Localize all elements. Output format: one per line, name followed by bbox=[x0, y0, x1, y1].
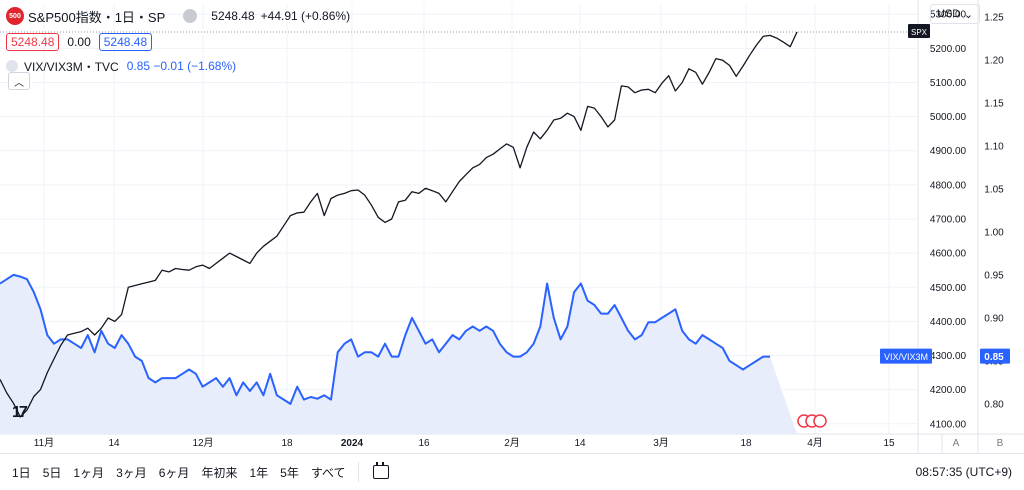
x-axis-tick: 14 bbox=[108, 438, 120, 449]
spx-tag-label: SPX bbox=[911, 28, 928, 37]
range-all-button[interactable]: すべて bbox=[310, 465, 346, 480]
right-axis-tick: 0.80 bbox=[984, 399, 1004, 410]
chevron-up-icon: ︿ bbox=[14, 77, 24, 89]
auto-scale-button: A bbox=[953, 438, 960, 449]
vix-ratio-line[interactable] bbox=[0, 273, 770, 405]
x-axis-tick: 2024 bbox=[341, 438, 364, 449]
price-change: +44.91 (+0.86%) bbox=[260, 9, 351, 23]
currency-selector[interactable]: USD ⌄ bbox=[930, 4, 980, 24]
compare-symbol-name[interactable]: VIX/VIX3M・TVC bbox=[24, 59, 119, 74]
left-axis-tick: 4700.00 bbox=[930, 215, 967, 226]
tradingview-logo: 17 bbox=[12, 404, 28, 421]
x-axis-tick: 12月 bbox=[192, 437, 213, 449]
visibility-icon[interactable] bbox=[183, 9, 198, 23]
left-axis-tick: 5000.00 bbox=[930, 112, 967, 123]
ask-price[interactable]: 5248.48 bbox=[98, 33, 153, 51]
compare-symbol-values: 0.85 −0.01 (−1.68%) bbox=[126, 59, 237, 73]
left-axis-tick: 4500.00 bbox=[930, 283, 967, 294]
x-axis-tick: 2月 bbox=[504, 437, 520, 449]
range-ytd-button[interactable]: 年初来 bbox=[201, 465, 238, 480]
compare-visibility-icon[interactable] bbox=[6, 60, 18, 72]
left-axis-tick: 4900.00 bbox=[930, 146, 967, 157]
vix-name-tag bbox=[880, 348, 932, 364]
spx-price-line[interactable] bbox=[0, 31, 798, 418]
left-axis-tick: 5100.00 bbox=[930, 78, 967, 89]
x-axis-tick: 18 bbox=[740, 438, 752, 449]
vix-ratio-area bbox=[0, 274, 797, 434]
left-axis-tick: 5200.00 bbox=[930, 44, 967, 55]
left-axis-tick: 4200.00 bbox=[930, 385, 967, 396]
range-6m-button[interactable]: 6ヶ月 bbox=[158, 465, 190, 480]
right-axis-tick: 1.05 bbox=[984, 184, 1004, 195]
range-1m-button[interactable]: 1ヶ月 bbox=[73, 465, 105, 480]
symbol-title[interactable]: S&P500指数・1日・SP bbox=[28, 9, 166, 25]
left-axis-tick: 4300.00 bbox=[930, 351, 967, 362]
bid-price[interactable]: 5248.48 bbox=[6, 33, 60, 51]
collapse-legend-button[interactable]: ︿ bbox=[8, 72, 30, 90]
main-symbol-row: 500 S&P500指数・1日・SP 5248.48 +44.91 (+0.86… bbox=[6, 6, 350, 26]
range-5y-button[interactable]: 5年 bbox=[280, 465, 299, 480]
chevron-down-icon: ⌄ bbox=[963, 8, 973, 21]
spread-value: 0.00 bbox=[67, 35, 91, 49]
left-axis-tick: 5300.00 bbox=[930, 10, 967, 21]
x-axis-tick: 4月 bbox=[807, 437, 823, 449]
right-axis-tick: 0.95 bbox=[984, 270, 1004, 281]
x-axis-tick: 15 bbox=[883, 438, 895, 449]
right-axis-tick: 1.10 bbox=[984, 141, 1004, 152]
chart-legend: 500 S&P500指数・1日・SP 5248.48 +44.91 (+0.86… bbox=[6, 6, 350, 76]
x-axis-tick: 3月 bbox=[653, 437, 669, 449]
currency-label: USD bbox=[937, 8, 961, 20]
range-1y-button[interactable]: 1年 bbox=[249, 465, 269, 480]
bottom-toolbar: 1日 5日 1ヶ月 3ヶ月 6ヶ月 年初来 1年 5年 すべて 08:57:35… bbox=[0, 453, 1024, 490]
vix-name-tag-label: VIX/VIX3M bbox=[884, 352, 928, 362]
range-1d-button[interactable]: 1日 bbox=[12, 465, 31, 480]
range-5d-button[interactable]: 5日 bbox=[42, 465, 62, 480]
right-axis-tick: 1.00 bbox=[984, 227, 1004, 238]
left-axis-tick: 4400.00 bbox=[930, 317, 967, 328]
left-axis-tick: 4100.00 bbox=[930, 419, 967, 430]
vix-value-tag-label: 0.85 bbox=[984, 352, 1004, 363]
clock-readout[interactable]: 08:57:35 (UTC+9) bbox=[915, 465, 1012, 479]
vix-value-tag bbox=[980, 348, 1010, 364]
compare-symbol-row: VIX/VIX3M・TVC 0.85 −0.01 (−1.68%) bbox=[6, 56, 350, 76]
sp500-logo-icon: 500 bbox=[6, 7, 24, 25]
spx-tag bbox=[908, 23, 930, 38]
right-axis-tick: 0.90 bbox=[984, 313, 1004, 324]
right-axis-tick: 1.25 bbox=[984, 12, 1004, 23]
bid-ask-row: 5248.48 0.00 5248.48 bbox=[6, 32, 350, 52]
left-axis-tick: 4600.00 bbox=[930, 249, 967, 260]
right-axis-tick: 1.15 bbox=[984, 98, 1004, 109]
toolbar-divider bbox=[357, 462, 359, 482]
event-marker-icon[interactable] bbox=[813, 414, 827, 428]
log-scale-button: B bbox=[997, 438, 1004, 449]
range-3m-button[interactable]: 3ヶ月 bbox=[116, 465, 147, 480]
x-axis-tick: 16 bbox=[418, 438, 430, 449]
calendar-icon[interactable] bbox=[372, 462, 389, 479]
x-axis-tick: 18 bbox=[281, 438, 293, 449]
x-axis-tick: 14 bbox=[574, 438, 586, 449]
left-axis-tick: 4800.00 bbox=[930, 180, 967, 191]
last-price: 5248.48 bbox=[211, 9, 255, 23]
right-axis-tick: 1.20 bbox=[984, 55, 1004, 66]
x-axis-tick: 11月 bbox=[34, 437, 54, 449]
